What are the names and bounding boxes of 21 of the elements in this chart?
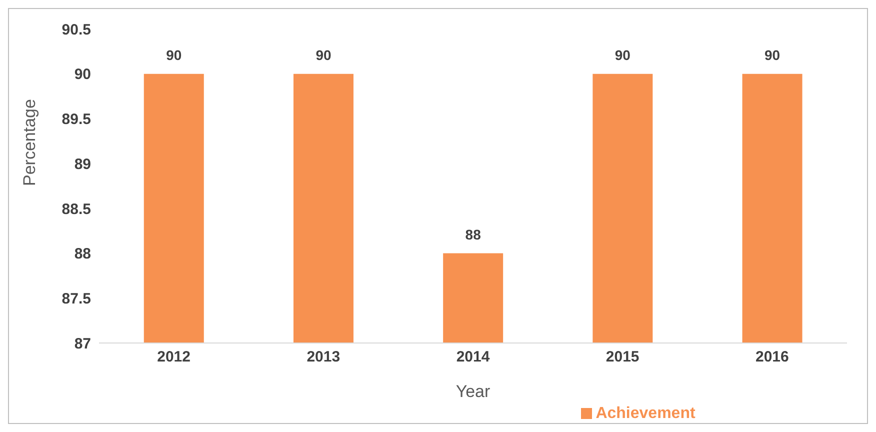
x-tick-label: 2014 [456, 348, 490, 366]
x-tick-label: 2013 [306, 348, 340, 366]
y-tick-label: 88.5 [62, 200, 91, 218]
legend-label: Achievement [596, 405, 696, 422]
x-axis-title: Year [456, 382, 491, 401]
y-axis-title: Percentage [20, 99, 40, 186]
x-tick-label: 2015 [606, 348, 640, 366]
y-tick-label: 90.5 [62, 21, 91, 38]
y-tick-label: 87.5 [62, 290, 91, 308]
x-tick-label: 2016 [756, 348, 789, 366]
y-tick-label: 87 [74, 335, 91, 352]
y-tick-label: 88 [74, 246, 91, 263]
x-tick-label: 2012 [157, 348, 190, 366]
data-label: 90 [316, 46, 332, 63]
data-label: 90 [166, 46, 182, 63]
y-tick-label: 89.5 [62, 111, 91, 128]
data-label: 90 [614, 46, 631, 63]
data-label: 88 [465, 226, 482, 242]
data-label: 90 [764, 46, 780, 63]
y-tick-label: 90 [74, 66, 91, 84]
y-tick-label: 89 [74, 156, 91, 173]
